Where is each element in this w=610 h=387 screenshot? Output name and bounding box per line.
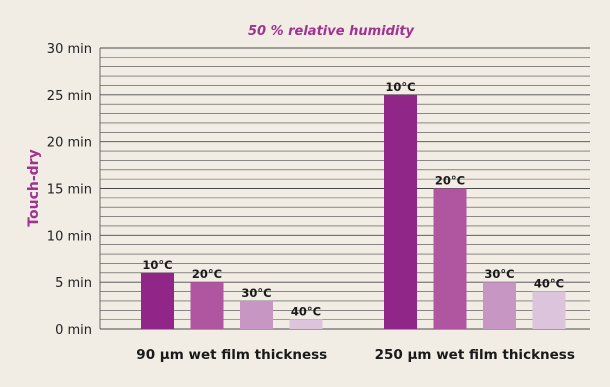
bars <box>141 94 566 329</box>
bar-data-label: 20°C <box>435 174 465 188</box>
y-tick-label: 10 min <box>47 229 92 244</box>
y-tick-label: 5 min <box>55 276 92 291</box>
grid-lines <box>99 47 590 330</box>
bar <box>384 94 417 329</box>
bar <box>532 291 566 329</box>
bar <box>289 319 323 329</box>
category-labels: 90 µm wet film thickness 250 µm wet film … <box>136 347 575 363</box>
bar-data-label: 30°C <box>241 286 271 300</box>
bar <box>433 188 467 329</box>
y-tick-label: 15 min <box>47 183 92 198</box>
bar-data-label: 10°C <box>385 80 415 94</box>
y-tick-label: 20 min <box>47 136 92 151</box>
y-tick-label: 25 min <box>47 89 92 104</box>
chart-title: 50 % relative humidity <box>248 24 415 39</box>
bar <box>240 300 273 329</box>
bar-data-label: 40°C <box>291 305 321 319</box>
bar-data-label: 40°C <box>534 277 564 291</box>
bar-data-label: 10°C <box>142 258 172 272</box>
bar-data-label: 20°C <box>192 267 222 281</box>
bar-data-label: 30°C <box>484 267 514 281</box>
bar <box>141 272 174 329</box>
category-label: 250 µm wet film thickness <box>375 347 575 363</box>
category-label: 90 µm wet film thickness <box>136 347 327 363</box>
y-tick-label: 0 min <box>55 323 92 338</box>
data-labels: 10°C 20°C 30°C 40°C 10°C 20°C 30°C 40°C <box>142 80 564 319</box>
bar <box>483 282 516 329</box>
y-axis-label: Touch-dry <box>26 149 42 226</box>
bar <box>190 282 224 329</box>
y-tick-label: 30 min <box>47 42 92 57</box>
y-axis-ticks: 0 min 5 min 10 min 15 min 20 min 25 min 30 min <box>47 42 92 338</box>
